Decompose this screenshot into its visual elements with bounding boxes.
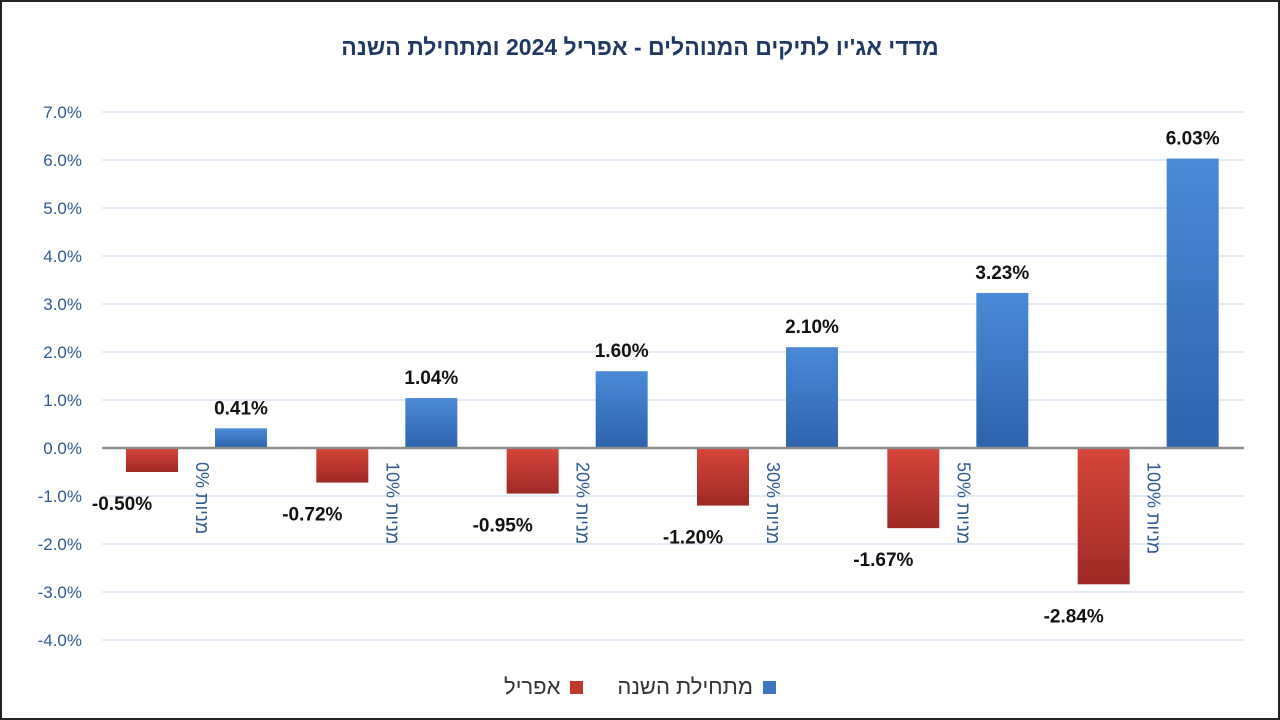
bar-april	[316, 448, 369, 483]
bar-ytd	[595, 371, 648, 448]
bar-april	[887, 448, 940, 529]
y-tick-label: 2.0%	[43, 343, 82, 362]
category-labels: 0% מניות 10% מניות 20% מניות 30% מניות 50% מ…	[192, 462, 1164, 554]
category-label: 30% מניות	[763, 462, 783, 544]
category-label: 100% מניות	[1144, 462, 1164, 554]
data-label-april: -0.95%	[473, 516, 533, 537]
data-label-april: -1.20%	[663, 528, 723, 549]
bar-ytd	[1166, 158, 1219, 448]
category-label: 50% מניות	[953, 462, 973, 544]
y-tick-label: 6.0%	[43, 151, 82, 170]
data-label-ytd: 2.10%	[785, 317, 839, 338]
chart-title: מדדי אג'יו לתיקים המנוהלים - אפריל 2024 …	[341, 34, 939, 60]
y-tick-label: 3.0%	[43, 295, 82, 314]
y-tick-label: -1.0%	[38, 487, 82, 506]
legend-swatch-april	[570, 680, 584, 694]
data-label-april: -0.72%	[282, 505, 342, 526]
bar-ytd	[976, 292, 1029, 448]
y-tick-label: 7.0%	[43, 103, 82, 122]
bar-ytd	[786, 347, 838, 448]
y-tick-label: 4.0%	[43, 247, 82, 266]
y-tick-label: 5.0%	[43, 199, 82, 218]
bars	[126, 158, 1219, 585]
y-tick-label: 1.0%	[43, 391, 82, 410]
data-label-ytd: 1.60%	[595, 341, 649, 362]
y-axis-ticks: 7.0% 6.0% 5.0% 4.0% 3.0% 2.0% 1.0% 0.0% -1.0% -2.…	[38, 103, 82, 650]
bar-april	[697, 448, 749, 506]
y-tick-label: -2.0%	[38, 535, 82, 554]
legend-item-april: אפריל	[504, 674, 584, 700]
bar-april	[126, 448, 178, 472]
bar-ytd	[215, 428, 267, 448]
legend-swatch-ytd	[762, 680, 776, 694]
data-label-ytd: 6.03%	[1166, 129, 1220, 150]
category-label: 20% מניות	[573, 462, 593, 544]
data-label-ytd: 3.23%	[975, 263, 1029, 284]
data-label-april: -2.84%	[1044, 606, 1104, 627]
bar-april	[1077, 448, 1130, 585]
legend-item-ytd: מתחילת השנה	[617, 674, 776, 700]
bar-april	[506, 448, 559, 494]
data-label-ytd: 1.04%	[404, 368, 458, 389]
data-label-april: -0.50%	[92, 494, 152, 515]
category-label: 10% מניות	[382, 462, 402, 544]
gridlines	[102, 111, 1244, 641]
data-labels: -0.50% 0.41% -0.72% 1.04% -0.95% 1.60% -1.20% 2…	[92, 129, 1220, 628]
data-label-ytd: 0.41%	[214, 398, 268, 419]
y-tick-label: -4.0%	[38, 631, 82, 650]
data-label-april: -1.67%	[853, 550, 913, 571]
legend-label-ytd: מתחילת השנה	[617, 674, 753, 699]
bar-ytd	[405, 398, 458, 448]
legend-label-april: אפריל	[504, 674, 561, 699]
y-tick-label: -3.0%	[38, 583, 82, 602]
legend: מתחילת השנה אפריל	[0, 674, 1280, 700]
y-tick-label: 0.0%	[43, 439, 82, 458]
category-label: 0% מניות	[192, 462, 212, 534]
